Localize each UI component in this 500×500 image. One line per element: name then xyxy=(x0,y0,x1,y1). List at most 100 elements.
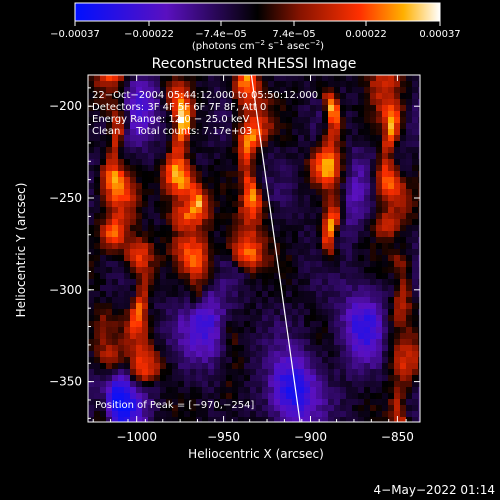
heatmap-cell xyxy=(358,291,365,298)
heatmap-cell xyxy=(376,351,383,358)
heatmap-cell xyxy=(364,75,371,82)
heatmap-cell xyxy=(388,195,395,202)
heatmap-cell xyxy=(202,183,209,190)
heatmap-cell xyxy=(160,327,167,334)
heatmap-cell xyxy=(262,279,269,286)
heatmap-cell xyxy=(418,207,420,214)
heatmap-cell xyxy=(358,147,365,154)
heatmap-cell xyxy=(112,243,119,250)
heatmap-cell xyxy=(214,81,221,88)
heatmap-cell xyxy=(136,357,143,364)
heatmap-cell xyxy=(388,405,395,412)
heatmap-cell xyxy=(244,111,251,118)
heatmap-cell xyxy=(238,159,245,166)
heatmap-cell xyxy=(256,111,263,118)
heatmap-cell xyxy=(214,213,221,220)
heatmap-cell xyxy=(208,291,215,298)
heatmap-cell xyxy=(184,291,191,298)
heatmap-cell xyxy=(412,279,419,286)
heatmap-cell xyxy=(190,171,197,178)
heatmap-cell xyxy=(142,177,149,184)
heatmap-cell xyxy=(274,243,281,250)
heatmap-cell xyxy=(106,75,113,82)
heatmap-cell xyxy=(238,225,245,232)
heatmap-cell xyxy=(124,375,131,382)
heatmap-cell xyxy=(346,417,353,422)
heatmap-cell xyxy=(112,381,119,388)
heatmap-cell xyxy=(130,267,137,274)
heatmap-cell xyxy=(106,369,113,376)
heatmap-cell xyxy=(142,93,149,100)
heatmap-cell xyxy=(292,117,299,124)
heatmap-cell xyxy=(88,189,95,196)
heatmap-cell xyxy=(214,135,221,142)
heatmap-cell xyxy=(184,321,191,328)
heatmap-cell xyxy=(106,237,113,244)
heatmap-cell xyxy=(280,273,287,280)
heatmap-cell xyxy=(274,207,281,214)
heatmap-cell xyxy=(340,87,347,94)
heatmap-cell xyxy=(382,171,389,178)
heatmap-cell xyxy=(196,201,203,208)
heatmap-cell xyxy=(106,159,113,166)
heatmap-cell xyxy=(304,255,311,262)
heatmap-cell xyxy=(202,213,209,220)
heatmap-cell xyxy=(106,345,113,352)
heatmap-cell xyxy=(88,99,95,106)
heatmap-cell xyxy=(310,165,317,172)
heatmap-cell xyxy=(298,321,305,328)
heatmap-cell xyxy=(118,297,125,304)
heatmap-cell xyxy=(208,369,215,376)
heatmap-cell xyxy=(130,297,137,304)
heatmap-cell xyxy=(382,81,389,88)
heatmap-cell xyxy=(250,375,257,382)
heatmap-cell xyxy=(118,147,125,154)
heatmap-cell xyxy=(262,177,269,184)
heatmap-cell xyxy=(100,219,107,226)
heatmap-cell xyxy=(226,111,233,118)
heatmap-cell xyxy=(232,369,239,376)
heatmap-cell xyxy=(358,309,365,316)
heatmap-cell xyxy=(292,171,299,178)
heatmap-cell xyxy=(418,357,420,364)
heatmap-cell xyxy=(154,387,161,394)
heatmap-cell xyxy=(280,333,287,340)
heatmap-cell xyxy=(184,141,191,148)
heatmap-cell xyxy=(232,345,239,352)
heatmap-cell xyxy=(160,231,167,238)
heatmap-cell xyxy=(292,273,299,280)
heatmap-cell xyxy=(172,315,179,322)
heatmap-cell xyxy=(358,177,365,184)
heatmap-cell xyxy=(166,153,173,160)
heatmap-cell xyxy=(292,321,299,328)
heatmap-cell xyxy=(154,207,161,214)
heatmap-cell xyxy=(184,267,191,274)
heatmap-cell xyxy=(370,225,377,232)
heatmap-cell xyxy=(118,195,125,202)
heatmap-cell xyxy=(274,351,281,358)
heatmap-cell xyxy=(352,177,359,184)
heatmap-cell xyxy=(196,105,203,112)
heatmap-cell xyxy=(358,321,365,328)
heatmap-cell xyxy=(316,189,323,196)
heatmap-cell xyxy=(406,243,413,250)
x-axis: −1000 −950 −900 −850 xyxy=(92,75,414,444)
heatmap-cell xyxy=(340,393,347,400)
heatmap-cell xyxy=(370,261,377,268)
heatmap-cell xyxy=(88,327,95,334)
heatmap-cell xyxy=(232,315,239,322)
heatmap-cell xyxy=(100,201,107,208)
heatmap-cell xyxy=(322,189,329,196)
heatmap-cell xyxy=(322,225,329,232)
heatmap-cell xyxy=(100,81,107,88)
heatmap-cell xyxy=(346,327,353,334)
heatmap-cell xyxy=(160,183,167,190)
heatmap-cell xyxy=(376,345,383,352)
heatmap-cell xyxy=(292,399,299,406)
heatmap-cell xyxy=(250,225,257,232)
heatmap-cell xyxy=(178,375,185,382)
heatmap-cell xyxy=(250,387,257,394)
heatmap-cell xyxy=(364,375,371,382)
heatmap-cell xyxy=(226,81,233,88)
heatmap-cell xyxy=(190,135,197,142)
